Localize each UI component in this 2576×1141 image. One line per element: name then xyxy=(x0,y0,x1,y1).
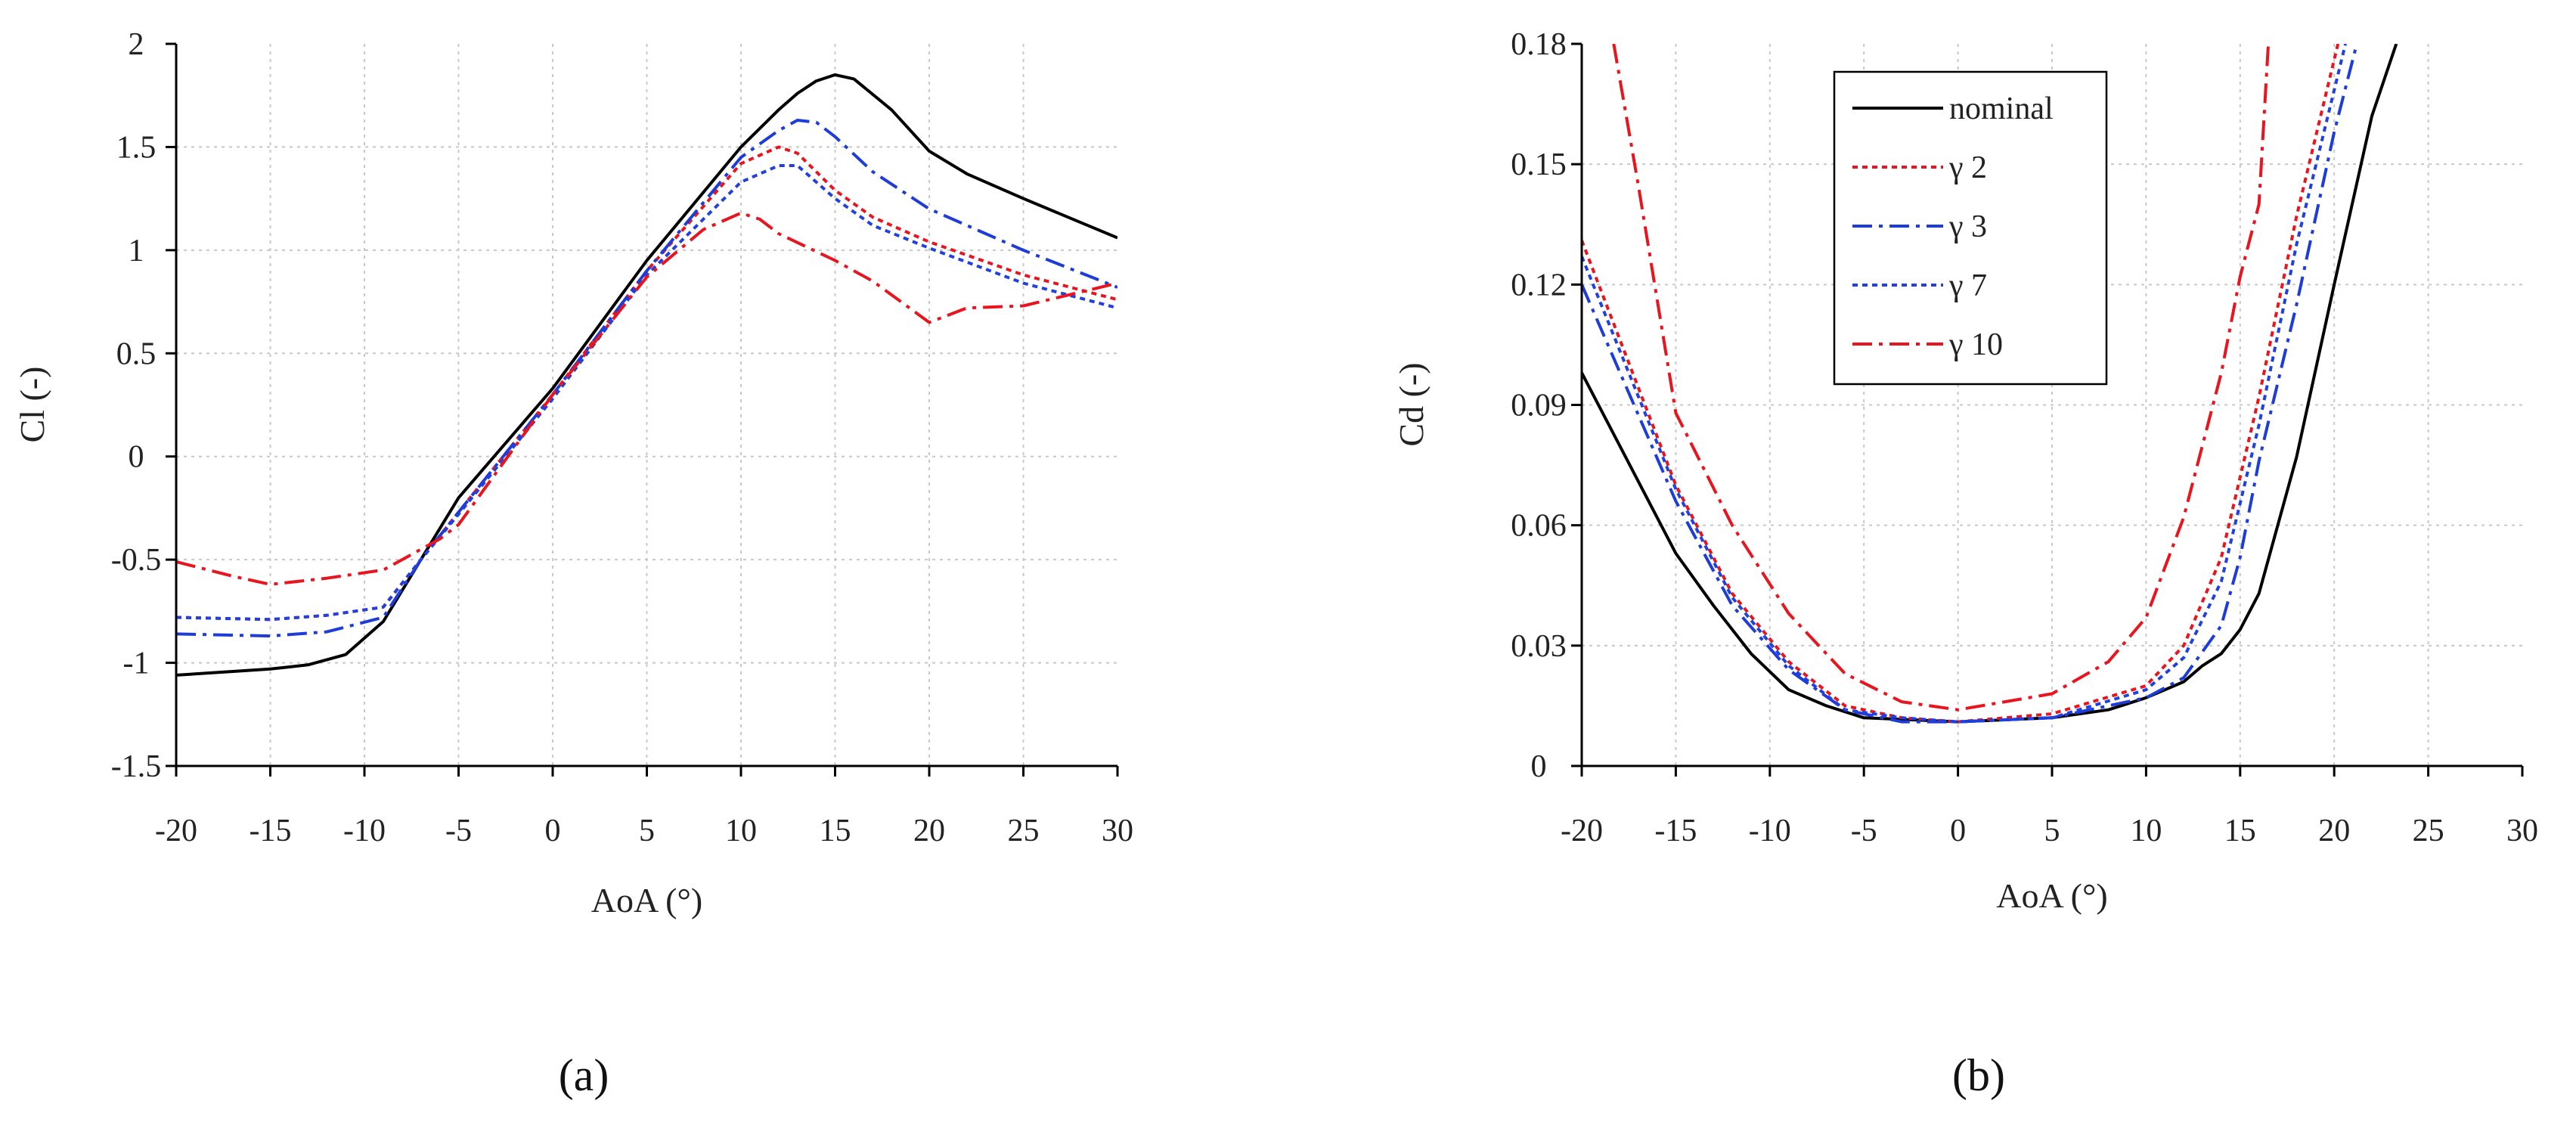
series-line-1 xyxy=(1582,44,2398,724)
y-axis-title: Cd (-) xyxy=(1392,362,1431,446)
x-tick-label: 25 xyxy=(2413,814,2444,848)
y-tick-label: -1.5 xyxy=(111,749,162,784)
x-tick-label: 30 xyxy=(2506,814,2538,848)
y-tick-label: 1 xyxy=(129,234,144,268)
series-line-1 xyxy=(176,73,1118,677)
y-tick-label: 0.18 xyxy=(1511,27,1567,62)
y-tick-label: 0.03 xyxy=(1511,629,1567,664)
y-tick-label: 0 xyxy=(1531,749,1547,784)
x-tick-label: 15 xyxy=(2224,814,2256,848)
x-tick-label: 0 xyxy=(545,814,561,848)
series-group xyxy=(1582,44,2398,724)
y-tick-label: -1 xyxy=(123,646,150,681)
series-group xyxy=(176,73,1118,677)
series-line-4 xyxy=(1582,44,2348,724)
x-tick-label: -10 xyxy=(1749,814,1791,848)
y-tick-label: 0.15 xyxy=(1511,147,1567,182)
series-line-5 xyxy=(1612,44,2271,712)
legend-label: γ 10 xyxy=(1948,327,2003,362)
series-line-3 xyxy=(1582,44,2359,724)
y-tick-label: 0.09 xyxy=(1511,389,1567,423)
y-tick-label: 0.5 xyxy=(116,336,157,371)
x-tick-label: -15 xyxy=(1654,814,1697,848)
y-axis-title: Cl (-) xyxy=(13,367,51,443)
series-line-3 xyxy=(176,119,1118,638)
y-tick-label: -0.5 xyxy=(111,543,162,578)
x-tick-label: 5 xyxy=(2044,814,2060,848)
panel-label: (b) xyxy=(1952,1050,2005,1100)
legend: nominal γ 2 γ 3 γ 7 γ 10 xyxy=(1833,70,2108,386)
x-tick-label: -20 xyxy=(155,814,197,848)
legend-box xyxy=(1833,70,2108,386)
panel-label: (a) xyxy=(559,1050,609,1100)
x-tick-label: 20 xyxy=(2318,814,2350,848)
x-tick-label: -5 xyxy=(445,814,472,848)
x-tick-label: -5 xyxy=(1851,814,1877,848)
x-tick-label: 5 xyxy=(639,814,655,848)
series-line-4 xyxy=(176,164,1118,622)
y-tick-label: 2 xyxy=(129,27,144,62)
x-tick-label: 0 xyxy=(1950,814,1966,848)
x-tick-label: 10 xyxy=(725,814,757,848)
x-tick-label: 30 xyxy=(1102,814,1133,848)
chart-panel-2: -20 -15 -10 -5 0 5 10 15 20 25 30 0 0.03 0.06 0.09 0.12… xyxy=(1392,27,2538,1100)
y-tick-label: 0 xyxy=(129,440,144,475)
legend-label: γ 7 xyxy=(1948,268,1987,303)
legend-label: γ 2 xyxy=(1948,150,1987,185)
x-tick-label: -15 xyxy=(250,814,292,848)
series-line-5 xyxy=(176,211,1118,586)
y-tick-label: 1.5 xyxy=(116,130,157,165)
x-tick-label: 25 xyxy=(1008,814,1040,848)
y-tick-label: 0.12 xyxy=(1511,268,1567,302)
x-tick-label: 10 xyxy=(2130,814,2162,848)
x-axis-title: AoA (°) xyxy=(591,881,702,919)
y-tick-label: 0.06 xyxy=(1511,509,1567,544)
legend-label: nominal xyxy=(1949,91,2054,126)
x-tick-label: 20 xyxy=(913,814,945,848)
legend-label: γ 3 xyxy=(1948,209,1987,244)
x-tick-label: -20 xyxy=(1561,814,1603,848)
x-tick-label: -10 xyxy=(343,814,386,848)
x-tick-label: 15 xyxy=(820,814,851,848)
x-axis-title: AoA (°) xyxy=(1996,876,2107,915)
chart-panel-1: -20 -15 -10 -5 0 5 10 15 20 25 30 -1.5 -1 -0.5 0 0.5 1 1.… xyxy=(13,27,1133,1100)
